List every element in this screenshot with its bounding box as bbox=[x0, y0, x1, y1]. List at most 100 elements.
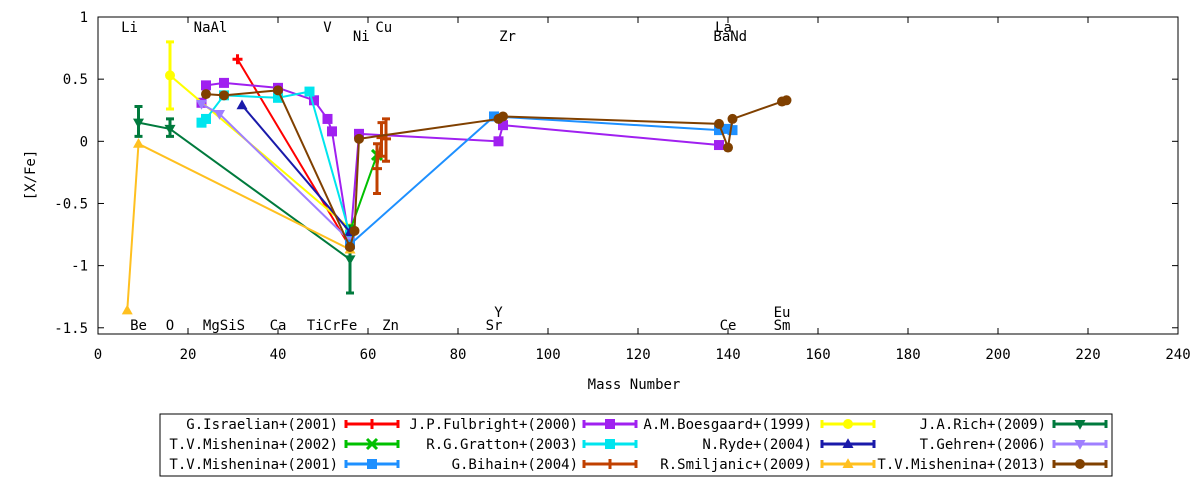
x-axis-label: Mass Number bbox=[588, 377, 681, 393]
data-point bbox=[133, 118, 144, 129]
data-point bbox=[214, 109, 225, 120]
legend-item-a-m-boesgaard-1999: A.M.Boesgaard+(1999) bbox=[643, 417, 876, 433]
legend-cap bbox=[582, 440, 638, 448]
legend-item-t-v-mishenina-2001: T.V.Mishenina+(2001) bbox=[169, 457, 400, 473]
legend-item-g-israelian-2001: G.Israelian+(2001) bbox=[186, 417, 400, 433]
series-line bbox=[236, 58, 351, 248]
legend-cap bbox=[1052, 460, 1108, 468]
legend-cap bbox=[820, 440, 876, 448]
x-tick-label: 60 bbox=[360, 347, 377, 363]
data-point bbox=[498, 111, 508, 122]
series-line bbox=[126, 142, 351, 311]
element-labels: Li NaAl V Cu La Ni Zr BaNd Y Eu Be O MgSiS Ca TiCrFe Zn… bbox=[121, 20, 790, 334]
data-point bbox=[273, 85, 283, 96]
legend-label: G.Bihain+(2004) bbox=[452, 457, 578, 473]
legend-label: R.Smiljanic+(2009) bbox=[660, 457, 812, 473]
data-point bbox=[493, 136, 504, 147]
element-label: Ce bbox=[720, 318, 737, 334]
data-point bbox=[304, 86, 315, 97]
element-label: V bbox=[323, 20, 332, 36]
element-label: Sm bbox=[774, 318, 791, 334]
y-tick-label: -1 bbox=[71, 259, 88, 275]
element-label: Li bbox=[121, 20, 138, 36]
y-tick-label: 0.5 bbox=[63, 72, 88, 88]
element-label: Cu bbox=[375, 20, 392, 36]
x-tick-label: 100 bbox=[535, 347, 560, 363]
y-tick-label: -0.5 bbox=[54, 196, 88, 212]
series-t-v-mishenina-2013 bbox=[201, 85, 792, 252]
x-tick-label: 200 bbox=[985, 347, 1010, 363]
legend-marker bbox=[1074, 420, 1086, 430]
x-tick-label: 160 bbox=[805, 347, 830, 363]
legend-item-r-smiljanic-2009: R.Smiljanic+(2009) bbox=[660, 457, 876, 473]
data-point bbox=[322, 113, 333, 124]
legend-item-j-a-rich-2009: J.A.Rich+(2009) bbox=[920, 417, 1108, 433]
y-tick-label: -1.5 bbox=[54, 321, 88, 337]
element-label: Sr bbox=[486, 318, 503, 334]
data-point bbox=[344, 255, 356, 266]
legend-marker bbox=[367, 459, 377, 469]
element-label: NaAl bbox=[194, 20, 228, 36]
data-point bbox=[727, 113, 738, 124]
series-j-p-fulbright-2000 bbox=[196, 77, 724, 250]
legend-label: J.P.Fulbright+(2000) bbox=[409, 417, 578, 433]
data-point bbox=[489, 111, 499, 122]
legend-item-r-g-gratton-2003: R.G.Gratton+(2003) bbox=[426, 437, 638, 453]
y-tick-label: 1 bbox=[80, 10, 88, 26]
legend-marker bbox=[605, 459, 615, 469]
y-axis-label: [X/Fe] bbox=[23, 150, 39, 201]
data-point bbox=[219, 77, 229, 88]
legend-marker bbox=[365, 437, 379, 451]
plot-frame bbox=[97, 16, 1179, 335]
element-label: Ca bbox=[270, 318, 287, 334]
element-label: O bbox=[166, 318, 174, 334]
data-point bbox=[273, 92, 283, 103]
data-point bbox=[349, 225, 360, 236]
legend-cap bbox=[344, 420, 400, 428]
legend-item-t-v-mishenina-2002: T.V.Mishenina+(2002) bbox=[169, 437, 400, 453]
data-point bbox=[236, 99, 248, 110]
data-point bbox=[714, 118, 724, 129]
legend-label: T.Gehren+(2006) bbox=[920, 437, 1046, 453]
y-tick-label: 0 bbox=[80, 134, 88, 150]
element-label: Y bbox=[494, 305, 503, 321]
element-label: Zr bbox=[499, 29, 516, 45]
legend-label: J.A.Rich+(2009) bbox=[920, 417, 1046, 433]
series-line bbox=[138, 121, 351, 261]
series-line bbox=[200, 81, 720, 245]
data-point bbox=[714, 140, 724, 151]
data-point bbox=[781, 95, 792, 106]
data-point bbox=[165, 70, 175, 81]
legend-item-j-p-fulbright-2000: J.P.Fulbright+(2000) bbox=[409, 417, 638, 433]
series-j-a-rich-2009 bbox=[133, 105, 356, 295]
x-tick-label: 80 bbox=[450, 347, 467, 363]
legend-label: A.M.Boesgaard+(1999) bbox=[643, 417, 812, 433]
data-point bbox=[498, 120, 508, 131]
element-label: Ni bbox=[353, 29, 370, 45]
data-point bbox=[133, 138, 144, 148]
legend-marker bbox=[842, 438, 854, 448]
data-point bbox=[232, 54, 243, 65]
data-point bbox=[121, 304, 133, 315]
legend-cap bbox=[582, 460, 638, 468]
data-point bbox=[345, 241, 355, 252]
legend-marker bbox=[367, 419, 377, 429]
x-tick-label: 120 bbox=[625, 347, 650, 363]
x-tick-label: 0 bbox=[94, 347, 102, 363]
legend-item-n-ryde-2004: N.Ryde+(2004) bbox=[702, 437, 876, 453]
legend-marker bbox=[842, 458, 854, 468]
data-point bbox=[164, 124, 176, 135]
data-point bbox=[727, 125, 738, 136]
legend-cap bbox=[1052, 420, 1108, 428]
data-point bbox=[201, 89, 211, 100]
legend-marker bbox=[1074, 440, 1086, 450]
data-point bbox=[327, 126, 337, 137]
element-label: Be bbox=[130, 318, 147, 334]
data-point bbox=[201, 80, 211, 91]
axis-ticks: 0 20 40 60 80 100 120 140 160 180 200 220 240 -1.5 -1 -… bbox=[54, 10, 1190, 363]
legend-label: R.G.Gratton+(2003) bbox=[426, 437, 578, 453]
data-point bbox=[201, 113, 211, 124]
legend-item-t-v-mishenina-2013: T.V.Mishenina+(2013) bbox=[877, 457, 1108, 473]
data-point bbox=[372, 163, 382, 174]
